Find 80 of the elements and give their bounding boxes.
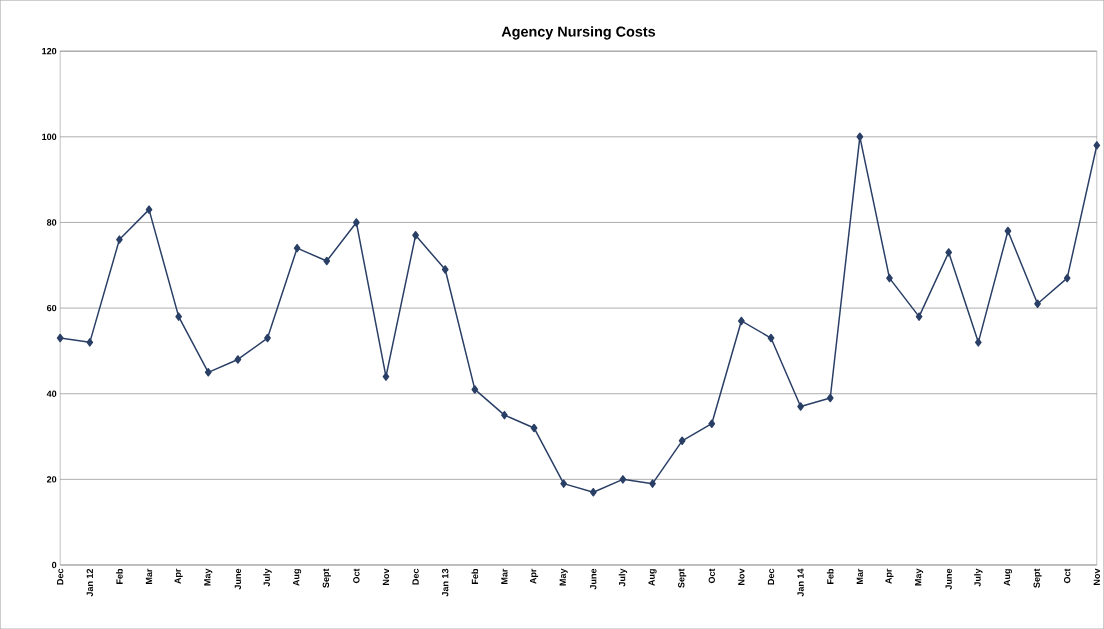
point [678,436,686,445]
point [619,475,627,484]
point [175,312,183,321]
point [856,132,864,141]
x-tick-label: July [974,568,983,587]
point [412,230,419,240]
y-tick-label: 100 [42,133,57,140]
point [116,235,123,244]
y-tick-label: 60 [46,304,57,312]
x-tick-label: May [204,568,213,586]
x-tick-label: Dec [412,568,419,585]
point [738,316,745,326]
x-tick-label: June [234,568,242,590]
x-tick-label: Dec [57,568,64,585]
x-tick-label: Apr [885,568,894,584]
x-tick-label: Aug [648,569,657,586]
x-tick-label: Oct [708,568,715,584]
y-tick-label: 40 [46,390,57,397]
point [797,402,804,411]
point [441,265,449,274]
x-tick-label: Nov [382,568,390,585]
point [826,393,834,403]
x-tick-label: Apr [530,568,539,584]
y-tick-label: 0 [52,561,57,569]
x-tick-label: Sept [1033,568,1042,588]
point [560,479,568,488]
point [382,372,390,381]
x-tick-label: Feb [471,568,479,584]
point [708,419,716,428]
x-tick-label: Jan 14 [797,568,804,597]
point [530,423,538,433]
point [649,479,656,488]
point [323,256,331,266]
x-tick-label: Aug [1003,569,1012,586]
point [86,338,94,347]
x-tick-label: Sept [322,568,331,588]
x-tick-label: Nov [1093,568,1100,585]
y-tick-label: 120 [42,47,57,55]
x-tick-label: Feb [826,568,834,584]
x-tick-label: Dec [767,568,775,585]
point [974,338,982,347]
x-tick-label: Oct [353,568,360,584]
chart-title: Agency Nursing Costs [501,26,656,40]
x-tick-label: June [590,568,597,590]
point [589,487,597,497]
y-tick-label: 80 [46,219,57,226]
x-tick-label: Apr [174,568,183,584]
point [1004,226,1012,236]
x-tick-label: May [915,568,924,586]
x-tick-label: Jan 12 [86,568,93,597]
x-tick-label: Sept [678,568,687,588]
x-tick-label: Jan 13 [442,568,449,597]
x-tick-label: May [559,568,568,586]
point [1063,273,1071,283]
point [1093,141,1101,150]
point [1034,299,1041,308]
point [234,355,242,364]
y-tick-label: 20 [46,476,57,483]
point [352,218,360,227]
point [56,333,64,343]
x-tick-label: Oct [1063,568,1071,584]
point [915,312,923,321]
point [293,243,301,253]
x-tick-label: Nov [738,568,745,585]
x-tick-label: Feb [116,568,123,584]
x-tick-label: July [263,568,272,587]
point [145,205,153,214]
x-tick-label: Mar [501,568,508,584]
point [204,367,212,377]
point [471,385,479,394]
point [945,248,953,257]
x-tick-label: Mar [856,568,863,584]
point [264,333,271,343]
point [886,273,893,283]
x-tick-label: Mar [145,568,153,584]
point [767,333,775,343]
x-tick-label: June [945,568,952,590]
x-tick-label: Aug [293,569,302,586]
point [501,410,508,420]
x-tick-label: July [618,568,628,587]
